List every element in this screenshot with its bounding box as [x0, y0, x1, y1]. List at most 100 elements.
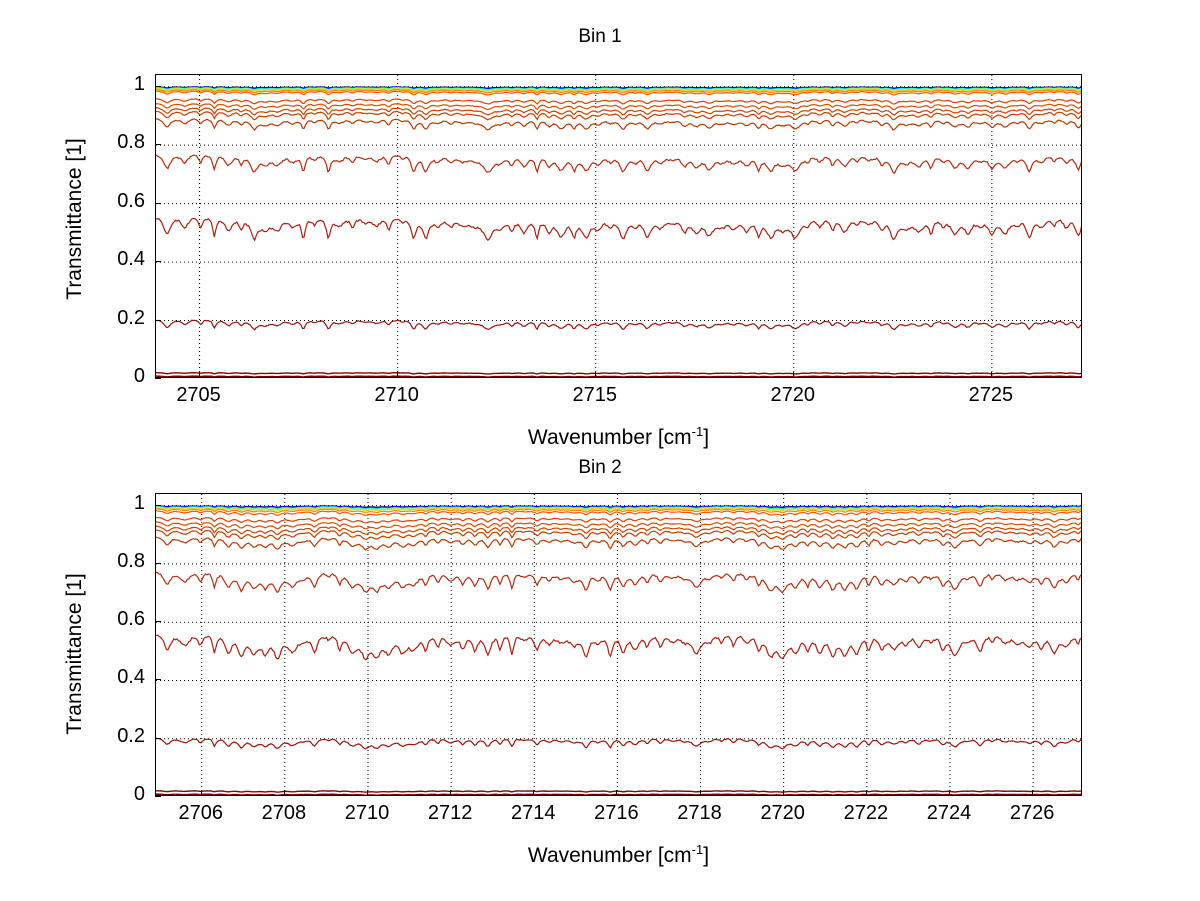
x-tick-label: 2705	[176, 384, 221, 406]
series-line-layer-05	[156, 87, 1081, 91]
x-axis-label-exponent-bin-1: -1	[691, 424, 704, 439]
x-tick-label: 2715	[572, 384, 617, 406]
y-tick-mark	[155, 144, 161, 146]
x-tick-label: 2718	[677, 802, 722, 824]
x-tick-label: 2726	[1009, 802, 1055, 824]
plot-area-bin-1	[155, 74, 1082, 378]
x-tick-mark	[396, 372, 398, 378]
chart-panel-bin-2: Bin 2 Transmittance [1] 2706 2708 2710 2712…	[0, 451, 1200, 901]
x-tick-label: 2720	[760, 802, 805, 824]
y-tick-label: 0.4	[117, 248, 145, 271]
series-line-layer-09	[156, 98, 1081, 105]
x-tick-mark	[1032, 790, 1034, 796]
x-tick-mark	[948, 790, 950, 796]
series-line-layer-07	[156, 508, 1081, 514]
y-tick-label: 0.2	[117, 724, 145, 747]
y-tick-label: 0	[133, 365, 145, 387]
x-tick-mark	[792, 372, 794, 378]
series-line-layer-09	[156, 516, 1081, 524]
series-line-layer-10	[156, 521, 1081, 530]
x-axis-label-bin-2: Wavenumber [cm-1]	[155, 842, 1082, 868]
chart-panel-bin-1: Bin 1 Transmittance [1] 2705 2710 2715 2720…	[63, 26, 1082, 450]
x-tick-mark	[367, 790, 368, 796]
y-tick-mark	[155, 796, 161, 797]
series-line-layer-05	[156, 506, 1081, 511]
y-tick-label: 1	[133, 72, 145, 95]
y-tick-mark	[155, 319, 161, 321]
y-tick-mark	[155, 261, 161, 263]
y-tick-label: 0.4	[117, 666, 145, 689]
x-tick-mark	[699, 790, 701, 796]
series-line-layer-06	[156, 88, 1081, 92]
series-canvas-bin-1	[156, 75, 1081, 377]
x-tick-mark	[450, 790, 452, 796]
series-line-layer-17	[156, 371, 1081, 375]
y-tick-mark	[155, 737, 161, 739]
y-tick-mark	[155, 202, 161, 204]
series-line-layer-11	[156, 107, 1081, 116]
x-axis-label-tail-bin-1: ]	[703, 426, 710, 449]
x-axis-label-base-bin-2: Wavenumber [cm	[527, 844, 692, 867]
y-tick-label: 0.8	[117, 131, 145, 154]
y-tick-label: 0.8	[117, 549, 145, 572]
y-tick-mark	[155, 621, 161, 623]
series-line-layer-18	[156, 793, 1081, 795]
x-tick-label: 2724	[926, 802, 972, 824]
y-tick-label: 0.2	[117, 306, 145, 329]
series-line-layer-16	[156, 737, 1081, 750]
x-tick-mark	[865, 790, 867, 796]
series-line-layer-14	[156, 571, 1081, 594]
x-tick-label: 2725	[968, 384, 1014, 406]
x-tick-label: 2708	[261, 802, 307, 824]
x-axis-label-base-bin-1: Wavenumber [cm	[527, 426, 692, 449]
series-line-layer-13	[156, 536, 1081, 551]
series-line-layer-07	[156, 88, 1081, 94]
series-line-layer-08	[156, 510, 1081, 517]
series-line-layer-11	[156, 525, 1081, 536]
y-tick-label: 0	[133, 783, 145, 805]
y-tick-mark	[155, 504, 161, 506]
x-tick-label: 2722	[843, 802, 889, 824]
y-tick-mark	[155, 562, 161, 564]
series-line-layer-10	[156, 102, 1081, 111]
x-tick-mark	[782, 790, 784, 796]
series-line-layer-08	[156, 90, 1081, 96]
x-tick-label: 2710	[344, 802, 390, 824]
x-tick-label: 2714	[511, 802, 556, 824]
chart-title-bin-1: Bin 1	[578, 26, 622, 47]
y-tick-mark	[155, 85, 161, 87]
x-tick-label: 2706	[178, 802, 223, 824]
y-tick-label: 1	[133, 491, 145, 514]
x-tick-mark	[594, 372, 596, 378]
x-tick-label: 2712	[427, 802, 473, 824]
y-tick-mark	[155, 378, 161, 379]
x-tick-mark	[283, 790, 285, 796]
x-tick-mark	[533, 790, 535, 796]
series-line-layer-14	[156, 154, 1081, 174]
x-tick-label: 2720	[770, 384, 816, 406]
series-line-layer-15	[156, 634, 1081, 661]
series-line-layer-16	[156, 319, 1081, 331]
x-axis-label-bin-1: Wavenumber [cm-1]	[155, 424, 1082, 450]
series-canvas-bin-2	[156, 494, 1081, 795]
series-line-layer-17	[156, 790, 1081, 793]
x-axis-label-exponent-bin-2: -1	[691, 842, 704, 857]
series-line-layer-06	[156, 507, 1081, 512]
series-line-layer-12	[156, 529, 1081, 541]
plot-area-bin-2	[155, 493, 1082, 796]
x-tick-mark	[990, 372, 992, 378]
chart-title-bin-2: Bin 2	[578, 457, 622, 478]
x-tick-label: 2710	[374, 384, 419, 406]
x-tick-mark	[198, 372, 200, 378]
series-line-layer-15	[156, 217, 1081, 242]
x-tick-label: 2716	[594, 802, 639, 824]
series-line-layer-12	[156, 110, 1081, 121]
y-tick-mark	[155, 679, 161, 681]
x-axis-label-tail-bin-2: ]	[703, 844, 710, 867]
x-tick-mark	[200, 790, 202, 796]
y-tick-label: 0.6	[117, 608, 145, 631]
x-tick-mark	[616, 790, 618, 796]
series-line-layer-13	[156, 118, 1081, 131]
y-tick-label: 0.6	[117, 189, 145, 212]
